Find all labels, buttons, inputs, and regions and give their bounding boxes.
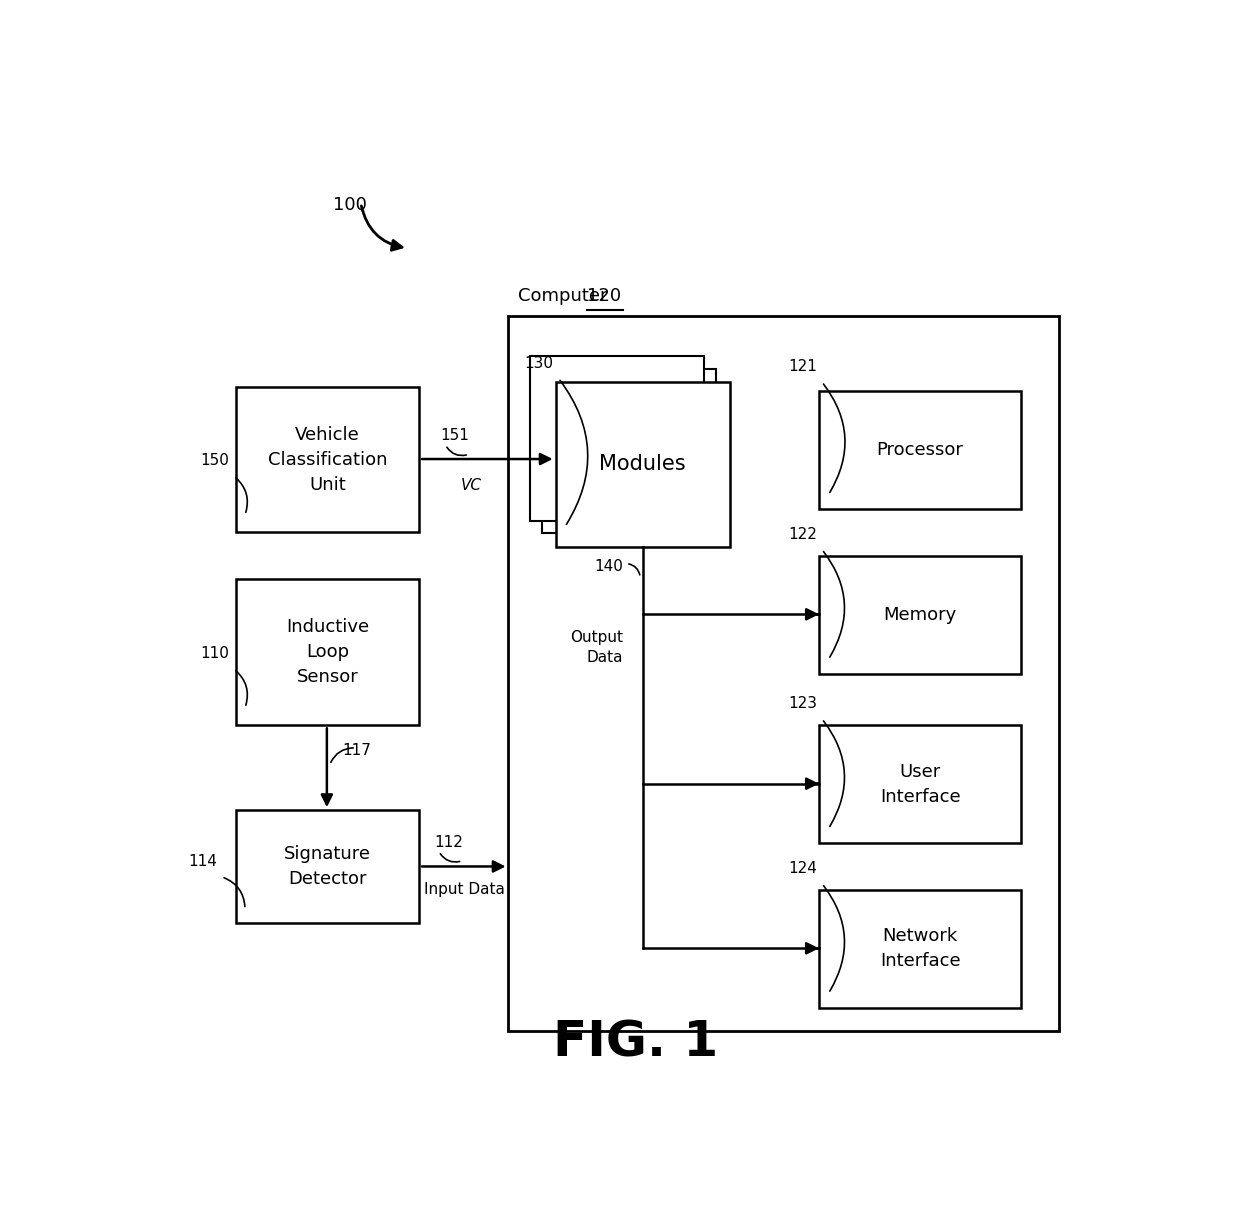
Text: 121: 121 [789,359,817,374]
Text: 130: 130 [525,356,553,370]
Text: Network
Interface: Network Interface [880,927,961,970]
Text: 112: 112 [434,835,463,849]
Text: 150: 150 [200,453,229,468]
Bar [542,369,717,533]
Text: 120: 120 [587,287,621,304]
Text: Signature
Detector: Signature Detector [284,844,371,888]
Bar [508,316,1059,1031]
Text: Processor: Processor [877,441,963,459]
Text: VC: VC [460,478,481,492]
Text: FIG. 1: FIG. 1 [553,1019,718,1067]
Text: 114: 114 [188,854,217,869]
Bar [818,391,1022,508]
Bar [236,579,419,726]
Bar [236,386,419,533]
Text: Inductive
Loop
Sensor: Inductive Loop Sensor [285,618,370,687]
Text: 123: 123 [789,697,817,711]
Text: 117: 117 [342,743,371,758]
Text: 151: 151 [440,428,470,444]
Bar [236,810,419,923]
Text: User
Interface: User Interface [880,763,961,805]
Bar [818,890,1022,1008]
Text: Memory: Memory [884,606,957,623]
Text: Output
Data: Output Data [570,629,624,665]
Text: 110: 110 [200,646,229,661]
Text: Modules: Modules [599,455,686,474]
Bar [818,726,1022,843]
Text: 140: 140 [594,558,624,574]
Text: 124: 124 [789,860,817,876]
Bar [556,381,729,546]
Text: Computer: Computer [518,287,613,304]
Text: 100: 100 [332,196,366,214]
Text: Vehicle
Classification
Unit: Vehicle Classification Unit [268,425,387,494]
Text: Input Data: Input Data [424,882,505,897]
Bar [818,556,1022,673]
Text: 122: 122 [789,527,817,541]
Bar [531,357,704,521]
